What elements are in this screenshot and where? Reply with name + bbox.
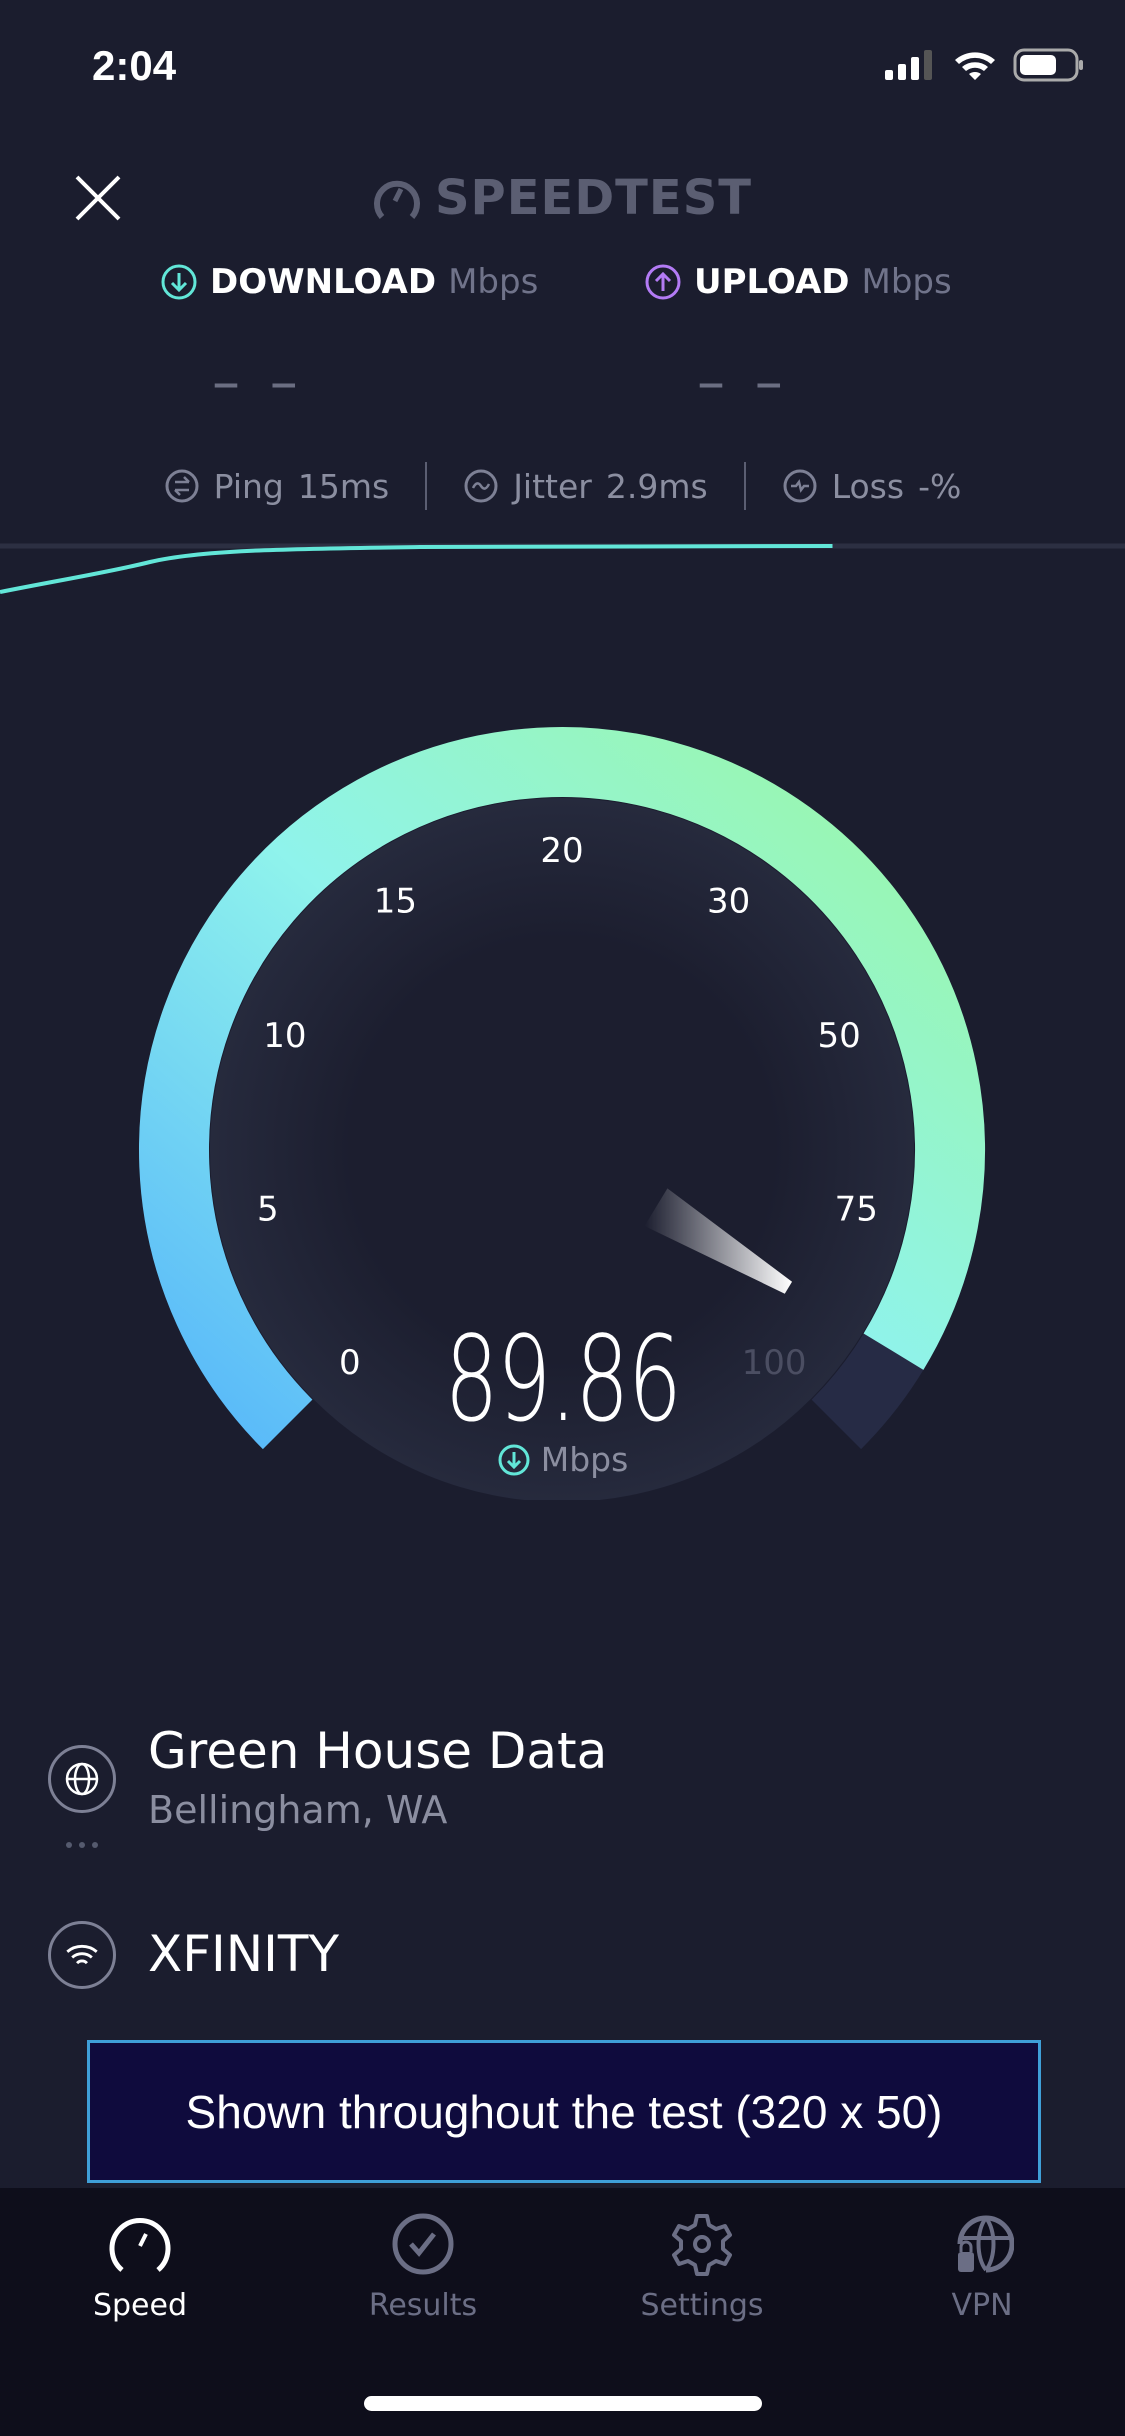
home-indicator[interactable] <box>364 2396 762 2411</box>
speed-gauge: 0 5 10 15 20 30 50 75 100 <box>139 727 985 1500</box>
loss-unit: % <box>930 466 962 506</box>
more-dots-icon <box>66 1842 98 1848</box>
tab-settings[interactable]: Settings <box>582 2212 822 2323</box>
gauge-tick-label: 15 <box>374 882 417 922</box>
gauge-needle <box>644 1188 793 1294</box>
gauge-tick-label: 50 <box>818 1016 861 1056</box>
current-speed-unit: Mbps <box>0 1440 1125 1479</box>
upload-unit: Mbps <box>861 262 952 302</box>
download-arrow-icon <box>161 264 197 300</box>
gauge-tick-label: 10 <box>263 1016 306 1056</box>
gauge-face <box>210 798 914 1500</box>
loss-icon <box>783 469 817 503</box>
wifi-icon <box>955 52 995 80</box>
close-icon <box>75 175 121 221</box>
speedtest-logo: SPEEDTEST <box>0 170 1125 226</box>
upload-label: UPLOAD <box>694 262 850 302</box>
upload-header: UPLOAD Mbps <box>644 262 952 302</box>
tab-vpn[interactable]: VPN <box>862 2212 1102 2323</box>
tab-label: Speed <box>92 2288 188 2323</box>
cellular-signal-icon <box>885 50 932 80</box>
graph-line <box>0 544 833 594</box>
close-button[interactable] <box>74 174 122 226</box>
server-name[interactable]: Green House Data <box>148 1722 608 1780</box>
jitter-value: 2.9 <box>605 466 659 506</box>
battery-icon <box>1013 48 1083 82</box>
isp-icon-wrap <box>48 1921 116 1989</box>
gauge-tick-label: 30 <box>707 882 750 922</box>
tab-label: Settings <box>640 2288 764 2323</box>
tab-label: VPN <box>951 2288 1013 2323</box>
loss-metric: Loss -% <box>746 467 998 506</box>
divider <box>743 462 746 510</box>
logo-text: SPEEDTEST <box>434 170 752 226</box>
tab-bar <box>0 2188 1125 2436</box>
globe-icon <box>65 1762 99 1796</box>
divider <box>425 462 428 510</box>
speedometer-icon <box>109 2218 171 2272</box>
ping-value: 15 <box>297 466 340 506</box>
ping-icon <box>165 469 199 503</box>
server-globe-button[interactable] <box>48 1745 116 1813</box>
gauge-tick-label: 20 <box>540 831 583 871</box>
isp-name: XFINITY <box>148 1925 339 1983</box>
download-value: – – <box>212 350 304 415</box>
gauge-tick-label: 0 <box>339 1343 361 1383</box>
download-unit: Mbps <box>448 262 539 302</box>
ad-banner[interactable]: Shown throughout the test (320 x 50) <box>87 2040 1041 2183</box>
loss-value: - <box>918 466 930 506</box>
latency-metrics: Ping 15ms Jitter 2.9ms Loss -% <box>0 462 1125 510</box>
tab-results[interactable]: Results <box>303 2212 543 2323</box>
gauge-tick-label: 75 <box>835 1190 878 1230</box>
gear-icon <box>672 2214 732 2276</box>
gauge-tick-label: 100 <box>742 1343 807 1383</box>
upload-arrow-icon <box>645 264 681 300</box>
current-speed: 89.86 <box>444 1310 681 1448</box>
upload-value: – – <box>697 350 789 415</box>
tab-label: Results <box>368 2288 478 2323</box>
jitter-label: Jitter <box>513 466 592 506</box>
check-circle-icon <box>392 2213 454 2275</box>
jitter-unit: ms <box>658 466 708 506</box>
gauge-fill <box>139 727 985 1450</box>
jitter-metric: Jitter 2.9ms <box>427 467 743 506</box>
download-label: DOWNLOAD <box>210 262 437 302</box>
loss-label: Loss <box>831 466 905 506</box>
ping-unit: ms <box>339 466 390 506</box>
ping-metric: Ping 15ms <box>128 467 426 506</box>
status-icons <box>885 48 1085 82</box>
ping-label: Ping <box>213 466 284 506</box>
download-header: DOWNLOAD Mbps <box>160 262 538 302</box>
speed-graph <box>0 543 1125 594</box>
status-time: 2:04 <box>92 42 177 89</box>
unit-label: Mbps <box>540 1440 629 1479</box>
speedometer-icon <box>373 180 420 219</box>
gauge-tick-label: 5 <box>257 1190 279 1230</box>
server-location: Bellingham, WA <box>148 1788 448 1832</box>
globe-lock-icon <box>957 2215 1014 2273</box>
tab-speed[interactable]: Speed <box>20 2212 260 2323</box>
wifi-icon <box>66 1945 98 1965</box>
download-arrow-icon <box>498 1444 530 1475</box>
jitter-icon <box>464 469 498 503</box>
